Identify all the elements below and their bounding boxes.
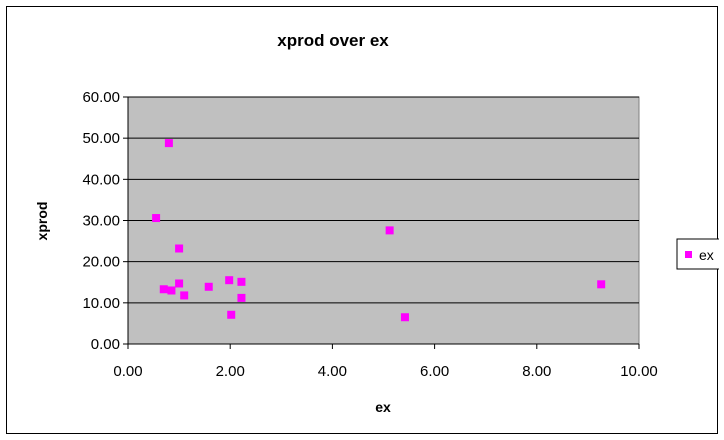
y-tick-label-0: 0.00: [91, 336, 120, 353]
data-point-2[interactable]: [159, 285, 168, 294]
y-tick-label-4: 40.00: [82, 171, 120, 188]
data-point-9[interactable]: [227, 310, 236, 319]
legend-label-ex: ex: [699, 247, 714, 263]
data-points: [152, 139, 606, 322]
legend-marker-ex: [685, 251, 692, 258]
x-axis-title: ex: [375, 399, 391, 415]
data-point-12[interactable]: [385, 226, 394, 235]
chart-title: xprod over ex: [277, 31, 389, 50]
data-point-5[interactable]: [175, 244, 184, 253]
data-point-10[interactable]: [237, 277, 246, 286]
x-tick-label-2: 4.00: [318, 363, 347, 380]
gridlines: [123, 96, 639, 345]
y-tick-label-3: 30.00: [82, 213, 120, 230]
y-tick-label-1: 10.00: [82, 295, 120, 312]
data-point-0[interactable]: [152, 214, 161, 223]
x-tick-label-5: 10.00: [620, 363, 658, 380]
data-point-6[interactable]: [180, 291, 189, 300]
axes: [127, 97, 640, 349]
y-tick-label-2: 20.00: [82, 254, 120, 271]
x-tick-label-1: 2.00: [216, 363, 245, 380]
y-axis-title: xprod: [34, 202, 50, 241]
y-tick-label-5: 50.00: [82, 130, 120, 147]
data-point-7[interactable]: [204, 282, 213, 291]
y-tick-label-6: 60.00: [82, 89, 120, 106]
data-point-8[interactable]: [225, 276, 234, 285]
data-point-4[interactable]: [175, 279, 184, 288]
data-point-3[interactable]: [167, 286, 176, 295]
data-point-14[interactable]: [597, 280, 606, 289]
x-tick-labels: 0.00 2.00 4.00 6.00 8.00 10.00: [113, 363, 657, 380]
data-point-13[interactable]: [400, 313, 409, 322]
x-tick-label-4: 8.00: [522, 363, 551, 380]
y-tick-labels: 0.00 10.00 20.00 30.00 40.00 50.00 60.00: [82, 89, 120, 353]
x-tick-label-0: 0.00: [113, 363, 142, 380]
x-tick-label-3: 6.00: [420, 363, 449, 380]
data-point-11[interactable]: [237, 293, 246, 302]
legend[interactable]: ex: [676, 238, 719, 270]
scatter-chart: xprod over ex 0.00 10.00 20.00 30.00 40.00 50…: [34, 31, 719, 415]
legend-box: [676, 238, 719, 270]
data-point-1[interactable]: [164, 139, 173, 148]
chart-area: xprod over ex 0.00 10.00 20.00 30.00 40.00 50…: [6, 6, 719, 434]
